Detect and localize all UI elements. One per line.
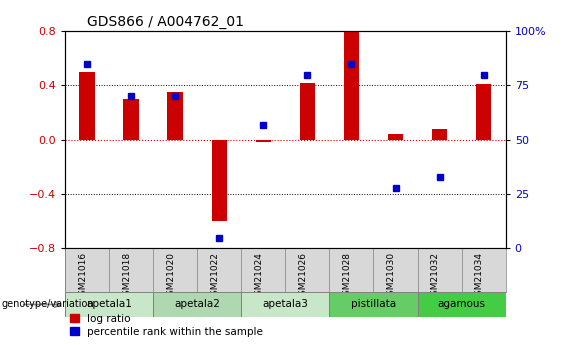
- Text: GSM21026: GSM21026: [298, 252, 307, 301]
- Text: GSM21016: GSM21016: [78, 252, 87, 301]
- Text: GSM21018: GSM21018: [122, 252, 131, 301]
- Bar: [79, 72, 95, 140]
- Bar: [211, 140, 227, 221]
- Bar: [299, 83, 315, 140]
- Text: GSM21030: GSM21030: [386, 252, 396, 301]
- Text: apetala3: apetala3: [262, 299, 308, 309]
- Text: GSM21020: GSM21020: [166, 252, 175, 301]
- Bar: [167, 92, 183, 140]
- Legend: log ratio, percentile rank within the sample: log ratio, percentile rank within the sa…: [70, 314, 263, 337]
- Text: GDS866 / A004762_01: GDS866 / A004762_01: [87, 14, 244, 29]
- Text: GSM21022: GSM21022: [210, 252, 219, 301]
- Text: agamous: agamous: [438, 299, 485, 309]
- Text: GSM21028: GSM21028: [342, 252, 351, 301]
- Text: genotype/variation: genotype/variation: [1, 299, 94, 309]
- Bar: [241, 292, 329, 317]
- Text: apetala2: apetala2: [174, 299, 220, 309]
- Text: GSM21032: GSM21032: [431, 252, 440, 301]
- Bar: [123, 99, 139, 140]
- Text: apetala1: apetala1: [86, 299, 132, 309]
- Text: pistillata: pistillata: [351, 299, 396, 309]
- Bar: [344, 32, 359, 140]
- Bar: [388, 134, 403, 140]
- Bar: [65, 292, 153, 317]
- Bar: [255, 140, 271, 142]
- Bar: [432, 129, 447, 140]
- Bar: [418, 292, 506, 317]
- Text: GSM21024: GSM21024: [254, 252, 263, 301]
- Bar: [476, 84, 492, 140]
- Text: GSM21034: GSM21034: [475, 252, 484, 301]
- Bar: [329, 292, 418, 317]
- Bar: [153, 292, 241, 317]
